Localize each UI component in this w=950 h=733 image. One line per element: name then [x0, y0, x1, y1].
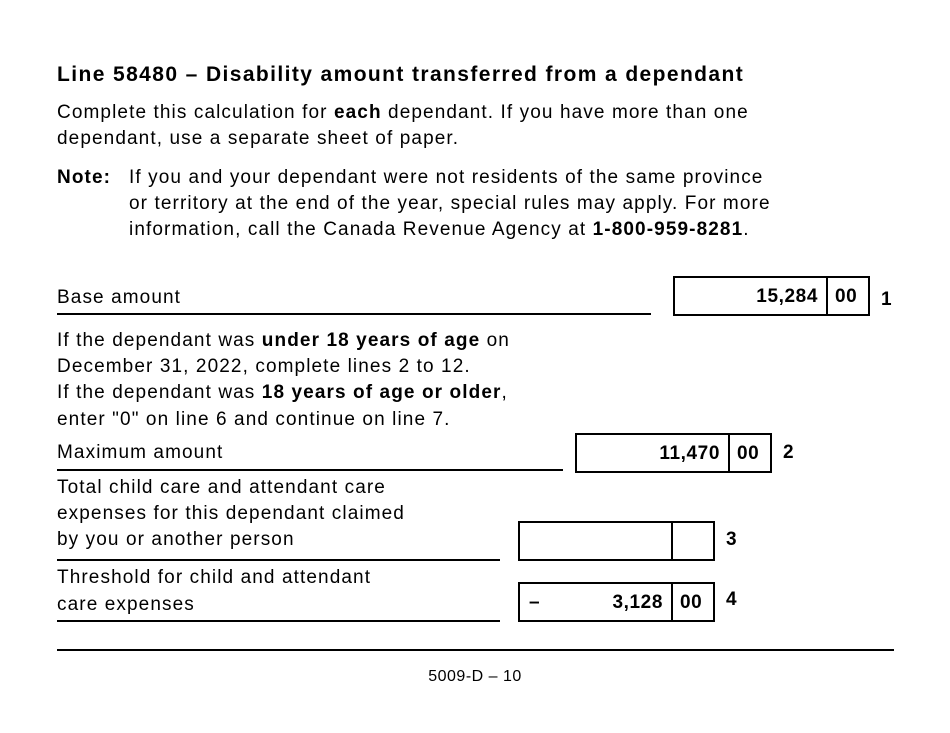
- cents: 00: [680, 592, 703, 613]
- footer-rule: [57, 649, 894, 651]
- text: information, call the Canada Revenue Age…: [129, 219, 593, 240]
- dollars: 15,284: [756, 286, 818, 307]
- amount-box: – 3,128 00: [518, 582, 715, 622]
- instruction-line: enter "0" on line 6 and continue on line…: [57, 409, 451, 430]
- note-line: If you and your dependant were not resid…: [129, 167, 764, 188]
- text: If the dependant was: [57, 382, 262, 403]
- line-label: Maximum amount: [57, 442, 224, 463]
- intro-line: dependant, use a separate sheet of paper…: [57, 128, 460, 149]
- line-label: by you or another person: [57, 529, 295, 550]
- line-label: Threshold for child and attendant: [57, 567, 372, 588]
- intro-line: Complete this calculation for each depen…: [57, 102, 749, 124]
- phone: 1-800-959-8281: [592, 219, 744, 240]
- line-label: Total child care and attendant care: [57, 477, 386, 498]
- underline: [57, 469, 563, 471]
- line-number: 2: [783, 442, 795, 463]
- cents: 00: [737, 443, 760, 464]
- instruction-line: December 31, 2022, complete lines 2 to 1…: [57, 356, 471, 377]
- text: Complete this calculation for: [57, 102, 334, 123]
- sign: –: [529, 592, 541, 613]
- footer: 5009-D – 10: [428, 668, 522, 685]
- dollars: 3,128: [612, 592, 663, 613]
- text: on: [480, 330, 510, 351]
- dollars: 11,470: [659, 443, 720, 464]
- instruction-line: If the dependant was 18 years of age or …: [57, 382, 508, 404]
- instruction-line: If the dependant was under 18 years of a…: [57, 330, 510, 352]
- cents: 00: [835, 286, 858, 307]
- divider: [671, 523, 673, 559]
- text: ,: [501, 382, 508, 403]
- line-number: 1: [881, 289, 893, 310]
- amount-box[interactable]: [518, 521, 715, 561]
- text: .: [743, 219, 750, 240]
- divider: [728, 435, 730, 471]
- line-label: Base amount: [57, 287, 182, 308]
- amount-box: 15,284 00: [673, 276, 870, 316]
- underline: [57, 620, 500, 622]
- underline: [57, 559, 500, 561]
- text: If the dependant was: [57, 330, 262, 351]
- divider: [826, 278, 828, 314]
- note-line: information, call the Canada Revenue Age…: [129, 219, 750, 241]
- amount-box: 11,470 00: [575, 433, 772, 473]
- underline: [57, 313, 651, 315]
- title: Line 58480 – Disability amount transferr…: [57, 63, 745, 86]
- text-bold: 18 years of age or older: [261, 382, 502, 403]
- text-bold: under 18 years of age: [261, 330, 481, 351]
- line-number: 4: [726, 589, 738, 610]
- divider: [671, 584, 673, 620]
- line-label: expenses for this dependant claimed: [57, 503, 405, 524]
- text: dependant. If you have more than one: [381, 102, 749, 123]
- note-label: Note:: [57, 167, 112, 188]
- note-line: or territory at the end of the year, spe…: [129, 193, 771, 214]
- line-number: 3: [726, 529, 738, 550]
- line-label: care expenses: [57, 594, 195, 615]
- text-bold: each: [333, 102, 382, 123]
